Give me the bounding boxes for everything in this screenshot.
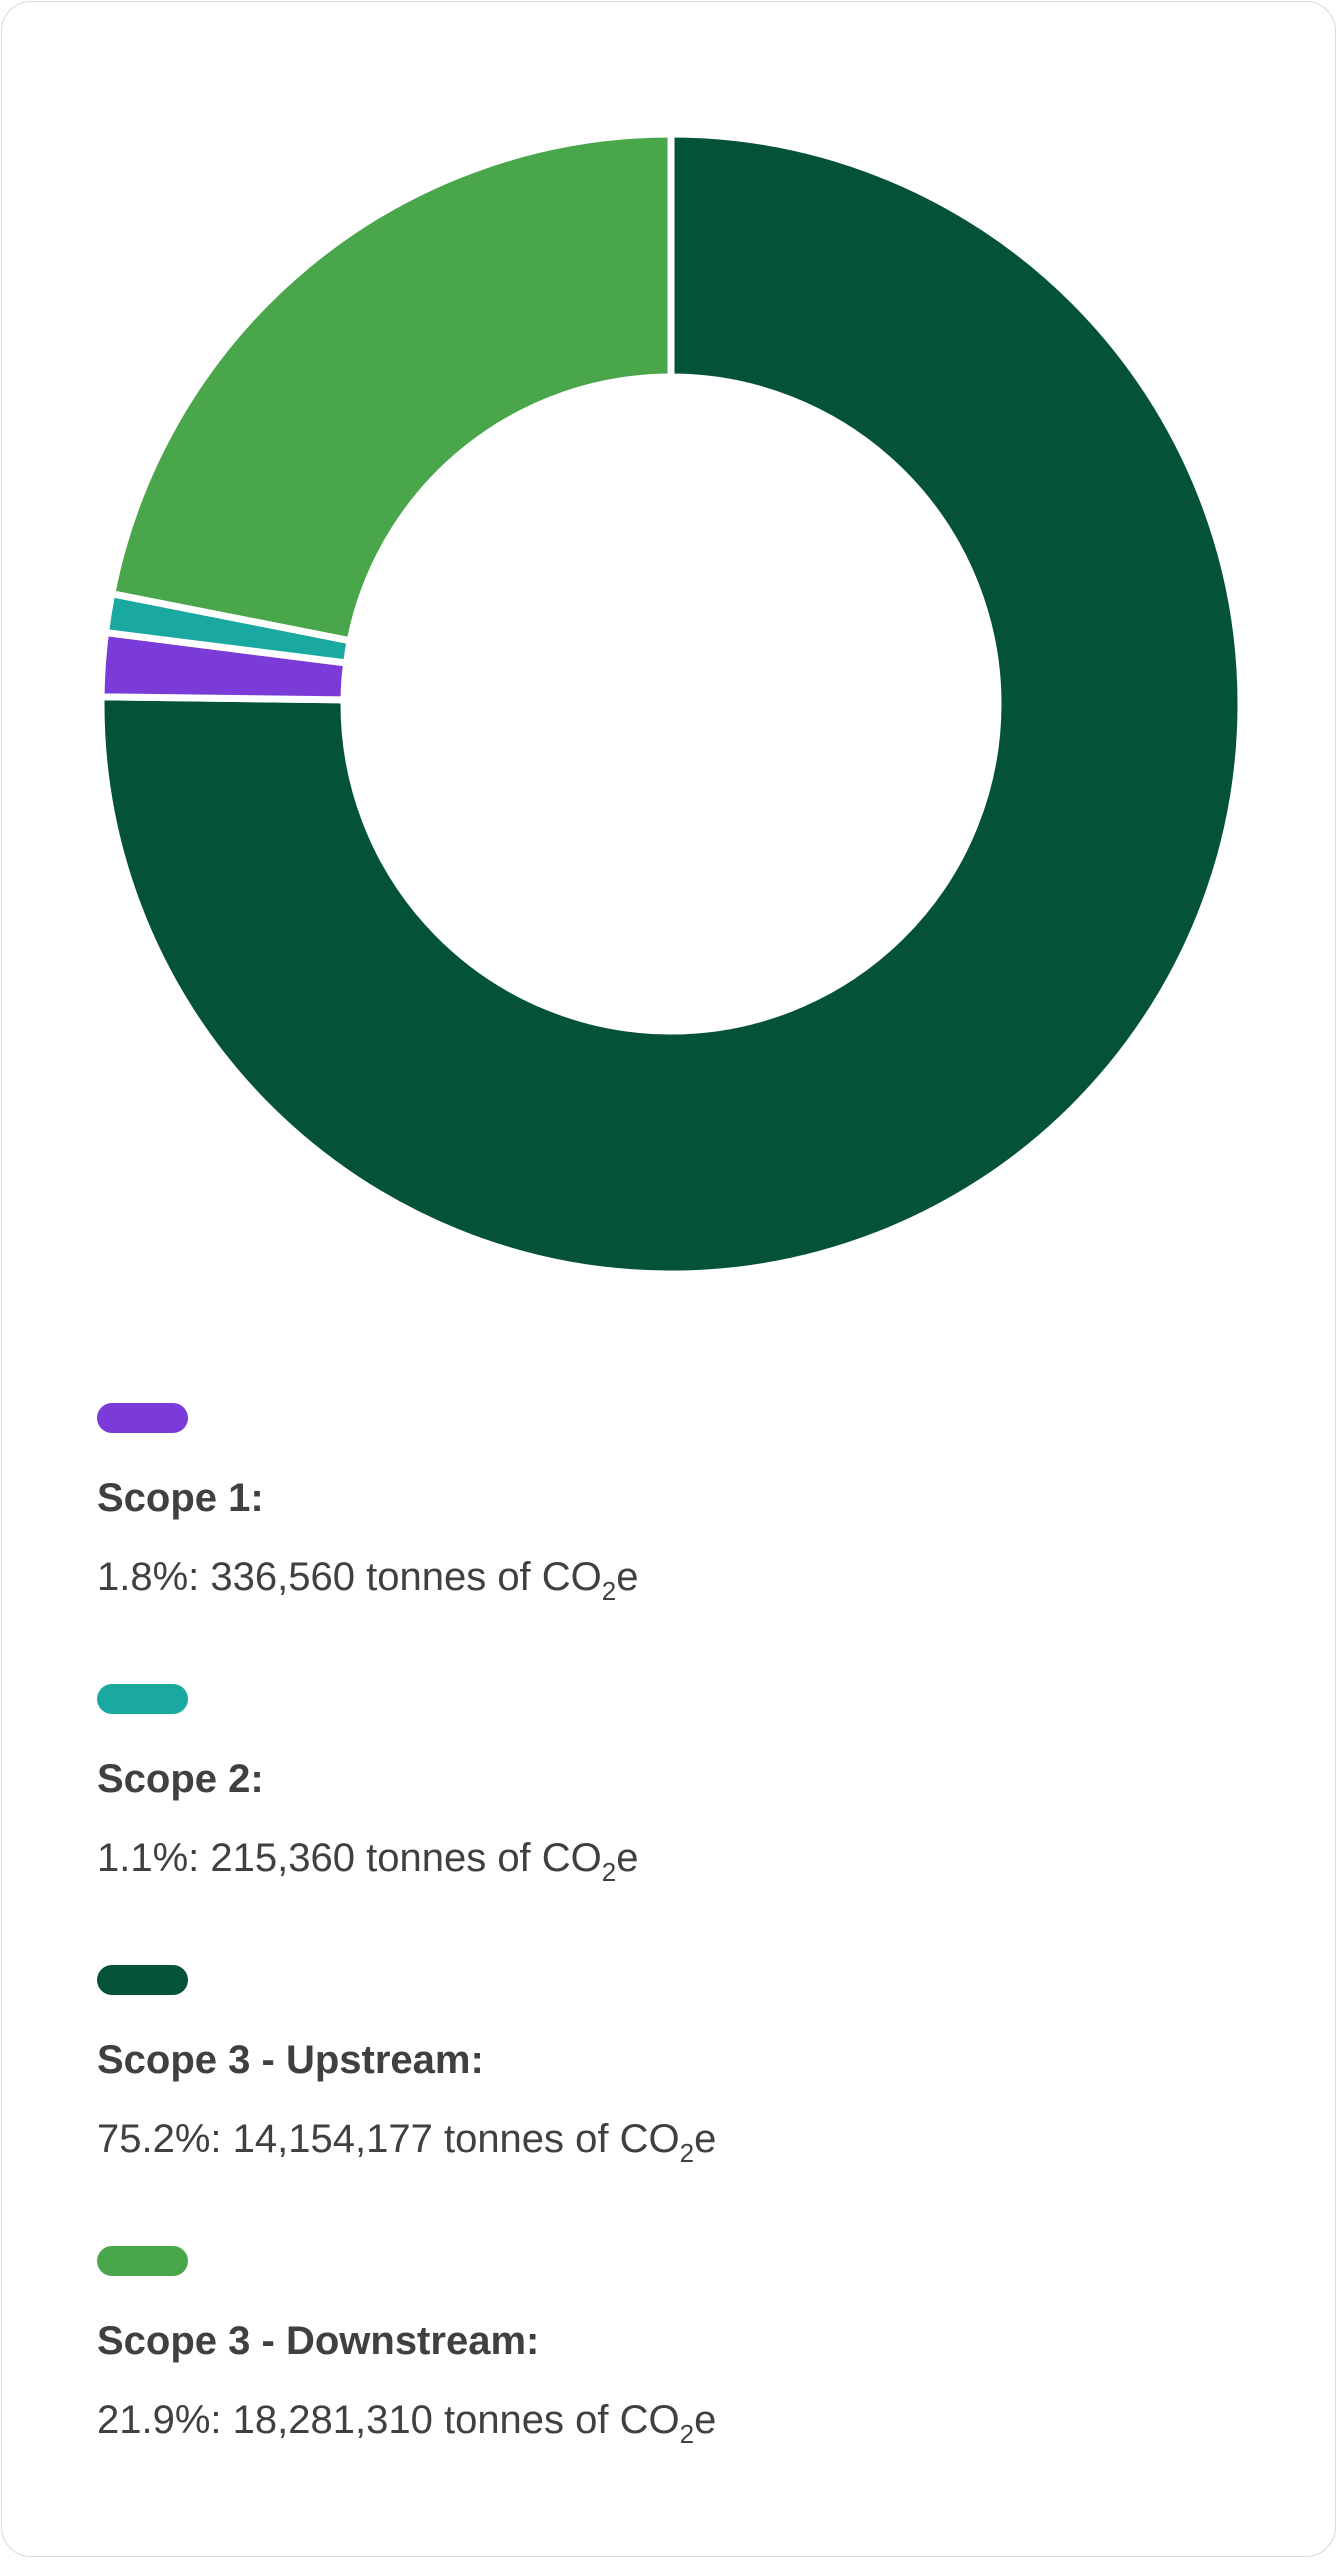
legend-value: 75.2%: 14,154,177 tonnes of CO2e [97,2117,717,2168]
legend-swatch [97,1403,188,1433]
legend-value: 1.8%: 336,560 tonnes of CO2e [97,1555,639,1606]
legend-value: 1.1%: 215,360 tonnes of CO2e [97,1836,639,1887]
legend-label: Scope 2: [97,1757,264,1801]
legend-item-scope-3-upstream: Scope 3 - Upstream: 75.2%: 14,154,177 to… [97,1965,716,2246]
legend-item-scope-1: Scope 1: 1.8%: 336,560 tonnes of CO2e [97,1403,639,1684]
donut-slice-scope-3-downstream[interactable] [107,130,675,645]
legend-item-scope-2: Scope 2: 1.1%: 215,360 tonnes of CO2e [97,1684,639,1965]
legend-label: Scope 3 - Downstream: [97,2319,540,2363]
donut-slice-scope-3-upstream[interactable] [97,130,1245,1278]
legend-value: 21.9%: 18,281,310 tonnes of CO2e [97,2398,717,2449]
legend-label: Scope 1: [97,1476,264,1520]
legend-swatch [97,2246,188,2276]
legend-swatch [97,1684,188,1714]
donut-chart [97,130,1245,1278]
legend-swatch [97,1965,188,1995]
legend-item-scope-3-downstream: Scope 3 - Downstream: 21.9%: 18,281,310 … [97,2246,716,2527]
legend: Scope 1: 1.8%: 336,560 tonnes of CO2e Sc… [97,1403,716,2527]
legend-label: Scope 3 - Upstream: [97,2038,484,2082]
